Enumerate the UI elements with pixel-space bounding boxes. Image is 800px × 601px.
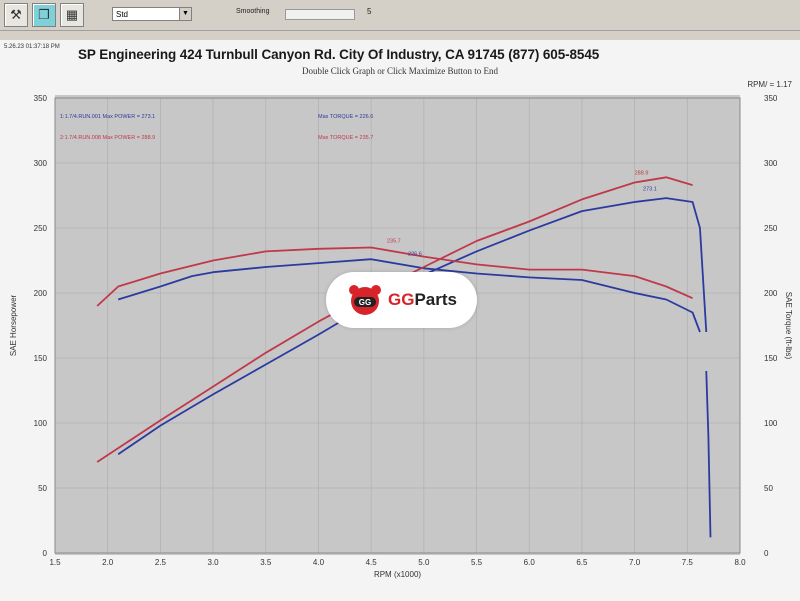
data-annotation: 226.6 (408, 251, 422, 257)
data-annotation: 288.9 (635, 171, 649, 177)
smoothing-label: Smoothing (236, 8, 270, 15)
x-tick-label: 6.5 (576, 558, 588, 567)
grid-icon[interactable]: ▦ (60, 3, 84, 27)
y-tick-label-right: 350 (764, 94, 778, 103)
x-tick-label: 2.5 (155, 558, 167, 567)
series-line (117, 197, 708, 455)
page-title: SP Engineering 424 Turnbull Canyon Rd. C… (78, 47, 600, 62)
tool-icon[interactable]: ⚒ (4, 3, 28, 27)
graph-type-value: Std (116, 10, 129, 19)
y-axis-label-left: SAE Horsepower (9, 294, 18, 356)
y-tick-label-right: 100 (764, 419, 778, 428)
y-tick-label-right: 200 (764, 289, 778, 298)
y-tick-label-right: 250 (764, 224, 778, 233)
toolbar: ⚒ ❐ ▦ Std ▼ Smoothing 5 (0, 0, 800, 31)
y-tick-label-right: 300 (764, 159, 778, 168)
graph-type-select[interactable]: Std ▼ (112, 7, 192, 21)
y-tick-label-right: 150 (764, 354, 778, 363)
smoothing-value: 5 (367, 7, 372, 16)
legend-entry: 2:1.7/4.RUN.008 Max POWER = 288.9 (60, 135, 155, 141)
series-line (96, 176, 693, 463)
watermark-brand-parts: Parts (414, 290, 457, 309)
y-axis-label-right: SAE Torque (ft-lbs) (784, 292, 793, 360)
x-tick-label: 8.0 (734, 558, 746, 567)
x-tick-label: 5.0 (418, 558, 430, 567)
y-tick-label-left: 50 (38, 484, 47, 493)
plot-border (54, 97, 741, 554)
y-tick-label-left: 200 (34, 289, 48, 298)
series-line (96, 246, 693, 307)
watermark-brand-gg: GG (388, 290, 415, 309)
watermark: GG GGParts (326, 272, 477, 328)
smoothing-slider[interactable] (285, 9, 355, 20)
ggparts-logo-icon: GG (346, 283, 384, 317)
y-tick-label-left: 250 (34, 224, 48, 233)
legend-entry: Max TORQUE = 226.6 (318, 114, 373, 120)
copy-icon[interactable]: ❐ (32, 3, 56, 27)
subtitle: Double Click Graph or Click Maximize But… (302, 66, 498, 76)
y-tick-label-right: 0 (764, 549, 769, 558)
y-tick-label-left: 150 (34, 354, 48, 363)
rpm-ratio: RPM/ = 1.17 (747, 80, 792, 89)
run-date: 5.26.23 01:37:18 PM (4, 44, 60, 50)
series-line (705, 370, 712, 538)
x-tick-label: 2.0 (102, 558, 114, 567)
legend-entry: 1:1.7/4.RUN.001 Max POWER = 273.1 (60, 114, 155, 120)
watermark-text: GGParts (388, 290, 457, 310)
data-annotation: 273.1 (643, 186, 657, 192)
x-tick-label: 5.5 (471, 558, 483, 567)
y-tick-label-left: 100 (34, 419, 48, 428)
y-tick-label-left: 300 (34, 159, 48, 168)
series-line (117, 258, 701, 333)
data-annotation: 235.7 (387, 238, 401, 244)
svg-text:GG: GG (359, 298, 371, 307)
x-tick-label: 7.5 (682, 558, 694, 567)
legend-entry: Max TORQUE = 235.7 (318, 135, 373, 141)
x-tick-label: 4.0 (313, 558, 325, 567)
x-tick-label: 7.0 (629, 558, 641, 567)
x-tick-label: 3.5 (260, 558, 272, 567)
x-axis-label: RPM (x1000) (374, 570, 421, 579)
x-tick-label: 3.0 (208, 558, 220, 567)
x-tick-label: 6.0 (524, 558, 536, 567)
x-tick-label: 1.5 (49, 558, 61, 567)
y-tick-label-left: 0 (43, 549, 48, 558)
y-tick-label-left: 350 (34, 94, 48, 103)
chevron-down-icon[interactable]: ▼ (179, 8, 191, 20)
y-tick-label-right: 50 (764, 484, 773, 493)
x-tick-label: 4.5 (366, 558, 378, 567)
